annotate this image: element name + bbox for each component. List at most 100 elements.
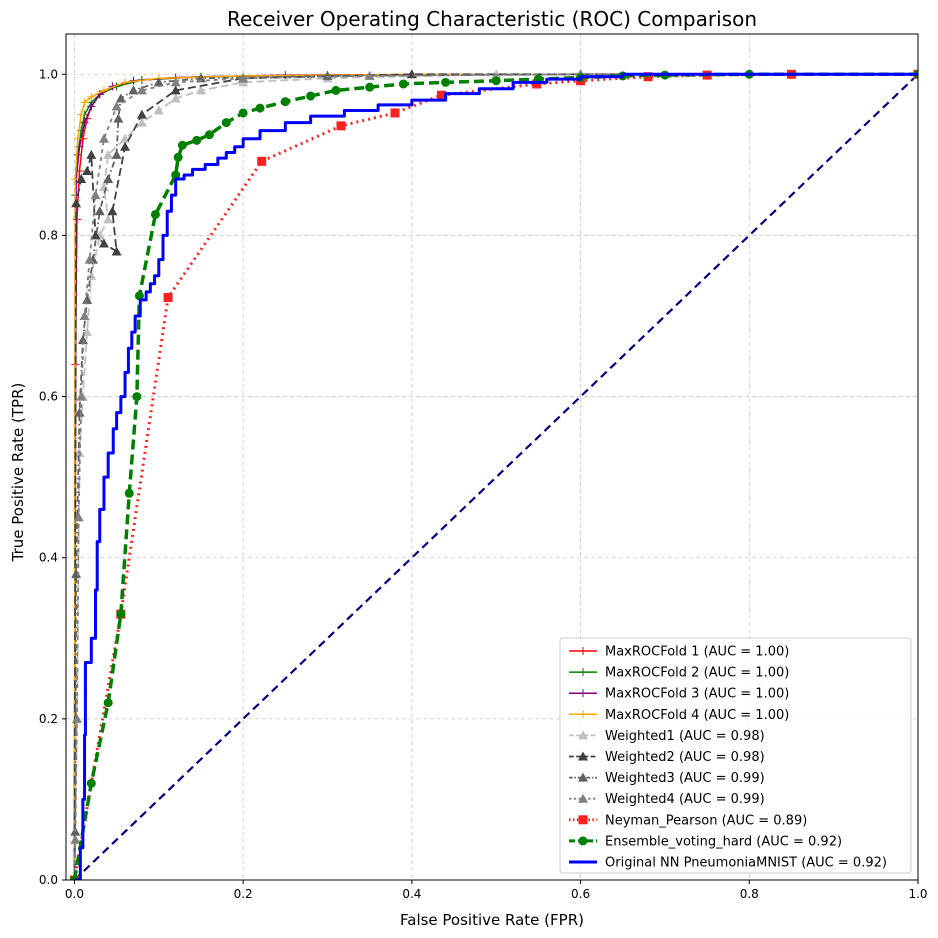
legend-item: Original NN PneumoniaMNIST (AUC = 0.92) (569, 856, 887, 871)
legend-marker (578, 793, 588, 803)
legend-item: Weighted2 (AUC = 0.98) (569, 750, 765, 765)
data-point (98, 238, 109, 248)
legend-marker (579, 710, 587, 719)
data-point (170, 85, 181, 95)
data-point (99, 86, 108, 95)
data-point (111, 149, 122, 159)
legend-marker (578, 751, 588, 761)
data-point (532, 79, 542, 89)
series-line (73, 73, 918, 880)
legend-label: Ensemble_voting_hard (AUC = 0.92) (605, 834, 842, 849)
data-point (77, 110, 86, 119)
data-point (87, 92, 96, 101)
data-point (195, 73, 206, 83)
data-point (74, 407, 85, 417)
x-tick-label: 1.0 (908, 887, 927, 901)
data-point (111, 101, 122, 111)
data-point (173, 152, 183, 162)
data-point (120, 141, 131, 151)
data-point (153, 105, 164, 115)
gridlines (66, 34, 919, 881)
legend-item: MaxROCFold 1 (AUC = 1.00) (569, 645, 789, 660)
legend-marker (579, 668, 587, 677)
x-tick-label: 0.8 (740, 887, 759, 901)
legend-item: MaxROCFold 4 (AUC = 1.00) (569, 708, 789, 723)
data-point (107, 206, 118, 216)
legend-label: MaxROCFold 1 (AUC = 1.00) (605, 645, 789, 660)
data-point (121, 78, 130, 87)
data-point (116, 609, 126, 619)
data-point (73, 134, 82, 143)
y-tick-label: 0.0 (39, 873, 58, 887)
legend-box (559, 637, 912, 874)
data-point (136, 109, 147, 119)
data-point (71, 198, 82, 208)
data-point (86, 149, 97, 159)
data-point (171, 170, 181, 180)
data-point (238, 73, 249, 83)
legend-marker (578, 836, 588, 846)
legend-label: MaxROCFold 4 (AUC = 1.00) (605, 708, 789, 723)
data-point (364, 70, 375, 80)
data-point (103, 174, 114, 184)
legend-item: Weighted1 (AUC = 0.98) (569, 729, 765, 744)
data-point (73, 512, 84, 522)
data-point (136, 85, 147, 95)
data-point (98, 133, 109, 143)
data-point (79, 311, 90, 320)
data-point (204, 130, 214, 140)
y-tick-label: 0.2 (39, 712, 58, 726)
data-point (163, 292, 173, 302)
data-point (103, 214, 114, 224)
legend-label: Weighted4 (AUC = 0.99) (605, 792, 765, 807)
series-line (74, 72, 918, 880)
legend-item: MaxROCFold 3 (AUC = 1.00) (569, 687, 789, 702)
data-point (90, 230, 101, 240)
legend-label: MaxROCFold 3 (AUC = 1.00) (605, 687, 789, 702)
legend-label: Weighted2 (AUC = 0.98) (605, 750, 765, 765)
data-point (128, 85, 139, 95)
data-point (82, 165, 93, 175)
data-point (134, 291, 144, 301)
legend-item: Weighted3 (AUC = 0.99) (569, 771, 765, 786)
data-point (195, 85, 206, 95)
y-tick-label: 0.8 (39, 228, 58, 242)
x-axis-label: False Positive Rate (FPR) (400, 911, 584, 929)
data-point (331, 85, 341, 95)
legend-marker (579, 647, 587, 655)
data-point (238, 108, 248, 118)
legend-label: Neyman_Pearson (AUC = 0.89) (605, 813, 807, 828)
data-point (103, 698, 113, 708)
legend-label: MaxROCFold 2 (AUC = 1.00) (605, 666, 789, 681)
data-point (111, 246, 122, 256)
data-point (113, 113, 124, 123)
data-point (365, 82, 375, 92)
data-point (87, 102, 96, 111)
data-point (398, 79, 408, 89)
y-tick-label: 0.6 (39, 390, 58, 404)
legend-label: Original NN PneumoniaMNIST (AUC = 0.92) (605, 856, 887, 871)
legend-item: Weighted4 (AUC = 0.99) (569, 792, 765, 807)
data-point (84, 254, 95, 264)
data-point (491, 69, 502, 79)
legend-item: Neyman_Pearson (AUC = 0.89) (569, 813, 807, 828)
legend-label: Weighted3 (AUC = 0.99) (605, 771, 765, 786)
data-point (322, 70, 333, 80)
data-point (70, 834, 81, 844)
legend-item: MaxROCFold 2 (AUC = 1.00) (569, 666, 789, 681)
plot-area (69, 69, 918, 880)
series-line (73, 73, 918, 880)
data-point (80, 98, 89, 107)
data-point (77, 335, 88, 345)
x-tick-label: 0.4 (402, 887, 421, 901)
data-point (71, 175, 80, 184)
x-tick-label: 0.0 (65, 887, 84, 901)
data-point (103, 149, 114, 159)
data-point (71, 713, 82, 723)
data-point (280, 97, 290, 107)
data-point (336, 121, 346, 131)
x-tick-label: 0.2 (234, 887, 253, 901)
y-tick-label: 1.0 (39, 67, 58, 81)
data-point (306, 91, 316, 101)
